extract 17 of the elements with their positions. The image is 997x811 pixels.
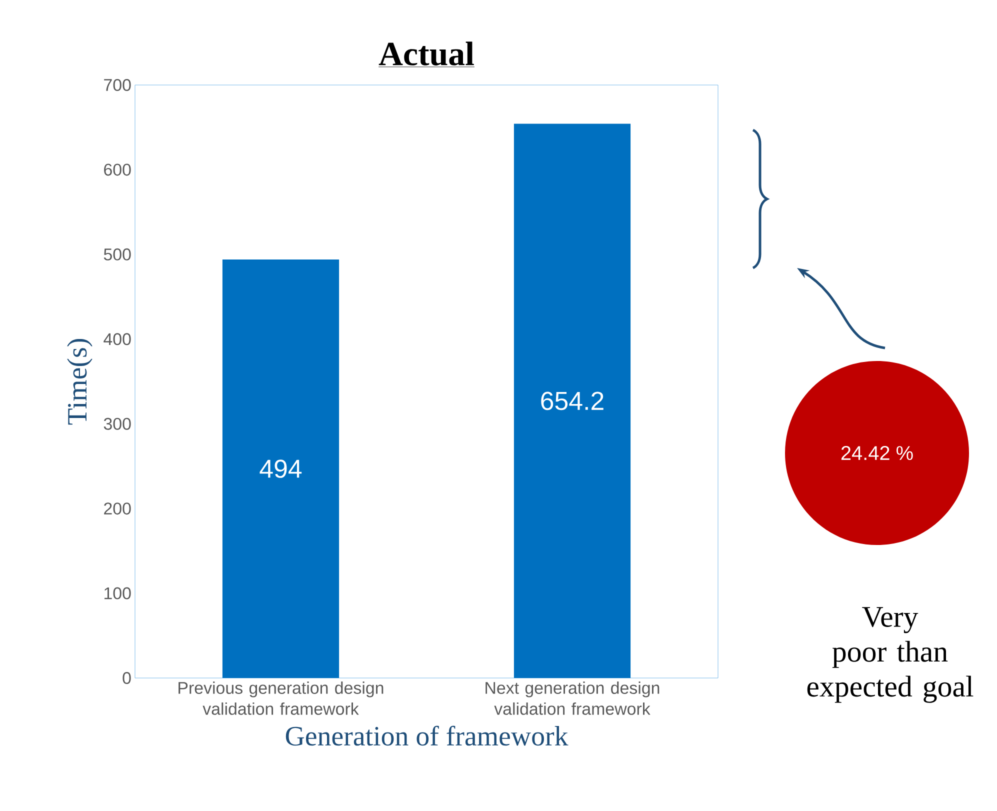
y-tick-label: 700 — [104, 79, 131, 91]
data-label: 654.2 — [541, 392, 604, 410]
x-tick-label: Previous generation design validation framework — [178, 682, 384, 715]
x-axis-title: Generation of framework — [286, 726, 568, 746]
y-tick-label: 600 — [104, 164, 131, 176]
text: Very poor than expected goal — [807, 607, 974, 703]
y-axis-title: Time(s) — [67, 339, 92, 425]
x-tick-label: Next generation design validation framework — [486, 682, 660, 715]
y-tick-label: 0 — [122, 672, 131, 684]
y-tick-label: 500 — [104, 248, 131, 260]
y-tick-label: 100 — [104, 587, 131, 600]
chart-title: Actual — [378, 42, 474, 66]
y-tick-label: 300 — [104, 418, 131, 430]
y-tick-label: 400 — [104, 333, 131, 346]
y-tick-label: 200 — [104, 502, 131, 515]
text: 24.42 % — [841, 446, 913, 460]
data-label: 494 — [260, 460, 302, 478]
